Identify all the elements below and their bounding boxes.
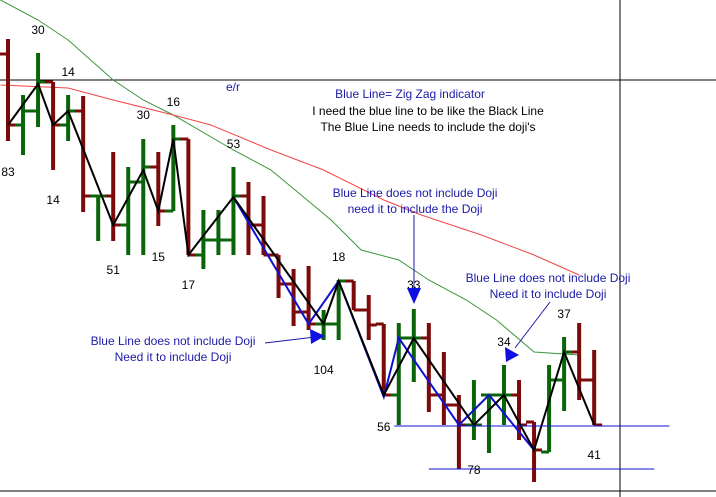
ohlc-bar: [0, 39, 16, 141]
swing-label: 51: [107, 263, 121, 277]
arrow-center: [407, 215, 421, 304]
ohlc-bar: [195, 210, 212, 269]
swing-label: 16: [167, 95, 181, 109]
arrow-left: [264, 329, 325, 344]
swing-label: 53: [227, 137, 241, 151]
annotation-title: Blue Line= Zig Zag indicator: [335, 87, 485, 101]
swing-label: 34: [497, 335, 511, 349]
marker-label: e/r: [226, 80, 240, 94]
swing-label: 104: [314, 363, 334, 377]
note-center-line-1: Blue Line does not include Doji: [333, 186, 498, 200]
ohlc-bar: [556, 337, 573, 411]
note-left-line-2: Need it to include Doji: [115, 350, 232, 364]
swing-label: 30: [137, 108, 151, 122]
ohlc-bar: [586, 350, 603, 427]
ohlc-bar: [330, 279, 347, 340]
swing-label: 15: [152, 250, 166, 264]
swing-label: 83: [1, 165, 15, 179]
note-center-line-2: need it to include the Doji: [348, 202, 483, 216]
ohlc-bar: [405, 309, 422, 382]
note-left-line-1: Blue Line does not include Doji: [91, 334, 256, 348]
swing-label: 18: [332, 250, 346, 264]
moving-average-green: [0, 0, 580, 356]
arrow-right: [505, 301, 551, 362]
zigzag-blue-line: [232, 196, 535, 451]
note-right-line-2: Need it to include Doji: [490, 287, 607, 301]
moving-average-red: [0, 84, 580, 276]
swing-label: 37: [557, 307, 571, 321]
ohlc-bar: [75, 96, 92, 212]
annotation-request-2: The Blue Line needs to include the doji'…: [320, 120, 535, 134]
swing-label: 41: [587, 448, 601, 462]
annotation-request-1: I need the blue line to be like the Blac…: [312, 104, 544, 118]
ohlc-bar: [420, 323, 437, 412]
zigzag-black-line: [7, 81, 596, 453]
swing-label: 14: [46, 193, 60, 207]
ohlc-bar: [225, 167, 242, 255]
ohlc-bar: [60, 95, 77, 141]
ohlc-bar: [345, 279, 362, 312]
swing-label: 78: [467, 463, 481, 477]
swing-label: 56: [377, 420, 391, 434]
ohlc-bar: [30, 53, 47, 127]
ohlc-bar: [180, 137, 197, 257]
ohlc-bar: [360, 295, 377, 340]
ohlc-bar: [120, 167, 137, 255]
ohlc-bar: [135, 139, 152, 255]
ohlc-bar: [541, 365, 558, 454]
note-right-line-1: Blue Line does not include Doji: [466, 271, 631, 285]
ohlc-bar: [450, 395, 467, 469]
swing-label: 17: [182, 278, 196, 292]
ohlc-bar: [300, 266, 317, 330]
ohlc-bar: [105, 152, 122, 241]
swing-label: 14: [61, 65, 75, 79]
swing-label: 30: [31, 23, 45, 37]
